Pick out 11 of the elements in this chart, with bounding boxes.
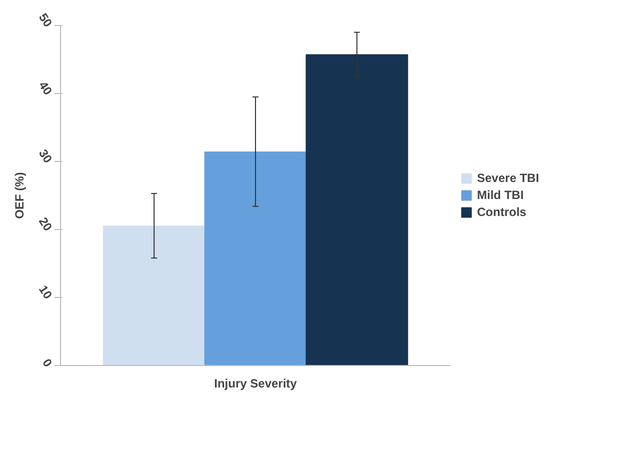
legend-label: Mild TBI [477, 188, 524, 202]
y-axis-title: OEF (%) [12, 172, 27, 219]
y-tick-label: 30 [36, 146, 56, 166]
y-tick-label: 50 [36, 10, 56, 30]
x-axis-title: Injury Severity [214, 376, 298, 390]
y-tick-label: 0 [40, 356, 56, 370]
y-tick-label: 40 [36, 78, 56, 98]
legend-label: Controls [477, 205, 526, 219]
y-tick-label: 10 [36, 282, 56, 302]
y-tick-label: 20 [36, 214, 56, 234]
legend-label: Severe TBI [477, 171, 540, 185]
